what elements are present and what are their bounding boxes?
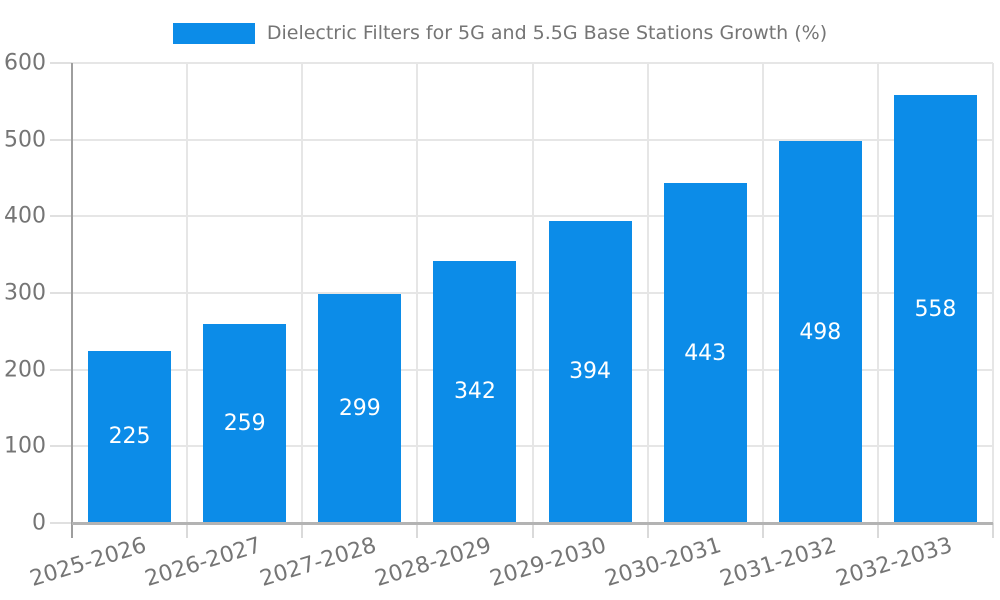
bar-2027-2028[interactable]: 299 bbox=[318, 293, 402, 523]
x-gridline bbox=[992, 63, 994, 523]
x-gridline bbox=[646, 63, 649, 523]
x-gridline bbox=[876, 63, 879, 523]
bar-value-label: 394 bbox=[569, 359, 612, 385]
legend-label[interactable]: Dielectric Filters for 5G and 5.5G Base … bbox=[266, 22, 828, 44]
x-axis-tick bbox=[186, 523, 189, 538]
x-tick-label-2027-2028: 2027-2028 bbox=[257, 533, 380, 592]
x-tick-label-2026-2027: 2026-2027 bbox=[142, 533, 264, 592]
x-axis-tick bbox=[416, 523, 419, 538]
x-axis-tick bbox=[876, 523, 879, 538]
x-gridline bbox=[416, 63, 419, 523]
x-gridline bbox=[531, 63, 534, 523]
y-tick-label: 200 bbox=[4, 357, 46, 383]
bar-value-label: 498 bbox=[799, 319, 842, 345]
bar-value-label: 259 bbox=[223, 411, 266, 437]
bar-2028-2029[interactable]: 342 bbox=[433, 260, 517, 523]
x-axis-tick bbox=[646, 523, 649, 538]
y-axis-tick bbox=[50, 292, 72, 294]
y-tick-label: 300 bbox=[4, 280, 46, 306]
y-axis-tick bbox=[50, 445, 72, 448]
y-tick-label: 600 bbox=[4, 50, 46, 76]
bar-value-label: 225 bbox=[108, 424, 151, 450]
y-axis-tick bbox=[50, 62, 72, 64]
bar-2030-2031[interactable]: 443 bbox=[663, 183, 747, 523]
y-axis-tick bbox=[50, 522, 72, 524]
y-tick-label: 100 bbox=[4, 433, 46, 459]
y-axis-tick bbox=[50, 215, 72, 218]
y-axis-line bbox=[71, 63, 73, 538]
bar-2031-2032[interactable]: 498 bbox=[778, 141, 862, 523]
y-tick-label: 400 bbox=[4, 203, 46, 229]
bar-value-label: 558 bbox=[914, 296, 957, 322]
x-axis-line bbox=[72, 522, 993, 525]
x-axis-tick bbox=[761, 523, 764, 538]
x-axis-tick bbox=[992, 523, 994, 538]
legend: Dielectric Filters for 5G and 5.5G Base … bbox=[0, 20, 1000, 46]
bar-value-label: 443 bbox=[684, 340, 727, 366]
bar-2032-2033[interactable]: 558 bbox=[893, 95, 977, 523]
x-gridline bbox=[761, 63, 764, 523]
x-axis-tick bbox=[301, 523, 304, 538]
bar-2026-2027[interactable]: 259 bbox=[203, 324, 287, 523]
legend-swatch[interactable] bbox=[172, 22, 255, 44]
x-tick-label-2025-2026: 2025-2026 bbox=[26, 533, 149, 592]
x-tick-label-2029-2030: 2029-2030 bbox=[487, 533, 610, 592]
bar-value-label: 299 bbox=[338, 395, 381, 421]
bar-2025-2026[interactable]: 225 bbox=[88, 350, 172, 523]
y-axis-tick bbox=[50, 138, 72, 141]
y-tick-label: 0 bbox=[32, 510, 46, 536]
x-tick-label-2028-2029: 2028-2029 bbox=[372, 533, 495, 592]
x-tick-label-2032-2033: 2032-2033 bbox=[832, 533, 955, 592]
bar-value-label: 342 bbox=[453, 379, 496, 405]
bar-2029-2030[interactable]: 394 bbox=[548, 220, 632, 523]
x-gridline bbox=[186, 63, 189, 523]
x-axis-tick bbox=[531, 523, 534, 538]
y-tick-label: 500 bbox=[4, 127, 46, 153]
y-axis-tick bbox=[50, 368, 72, 371]
x-tick-label-2031-2032: 2031-2032 bbox=[717, 533, 840, 592]
x-tick-label-2030-2031: 2030-2031 bbox=[602, 533, 725, 592]
x-gridline bbox=[301, 63, 304, 523]
